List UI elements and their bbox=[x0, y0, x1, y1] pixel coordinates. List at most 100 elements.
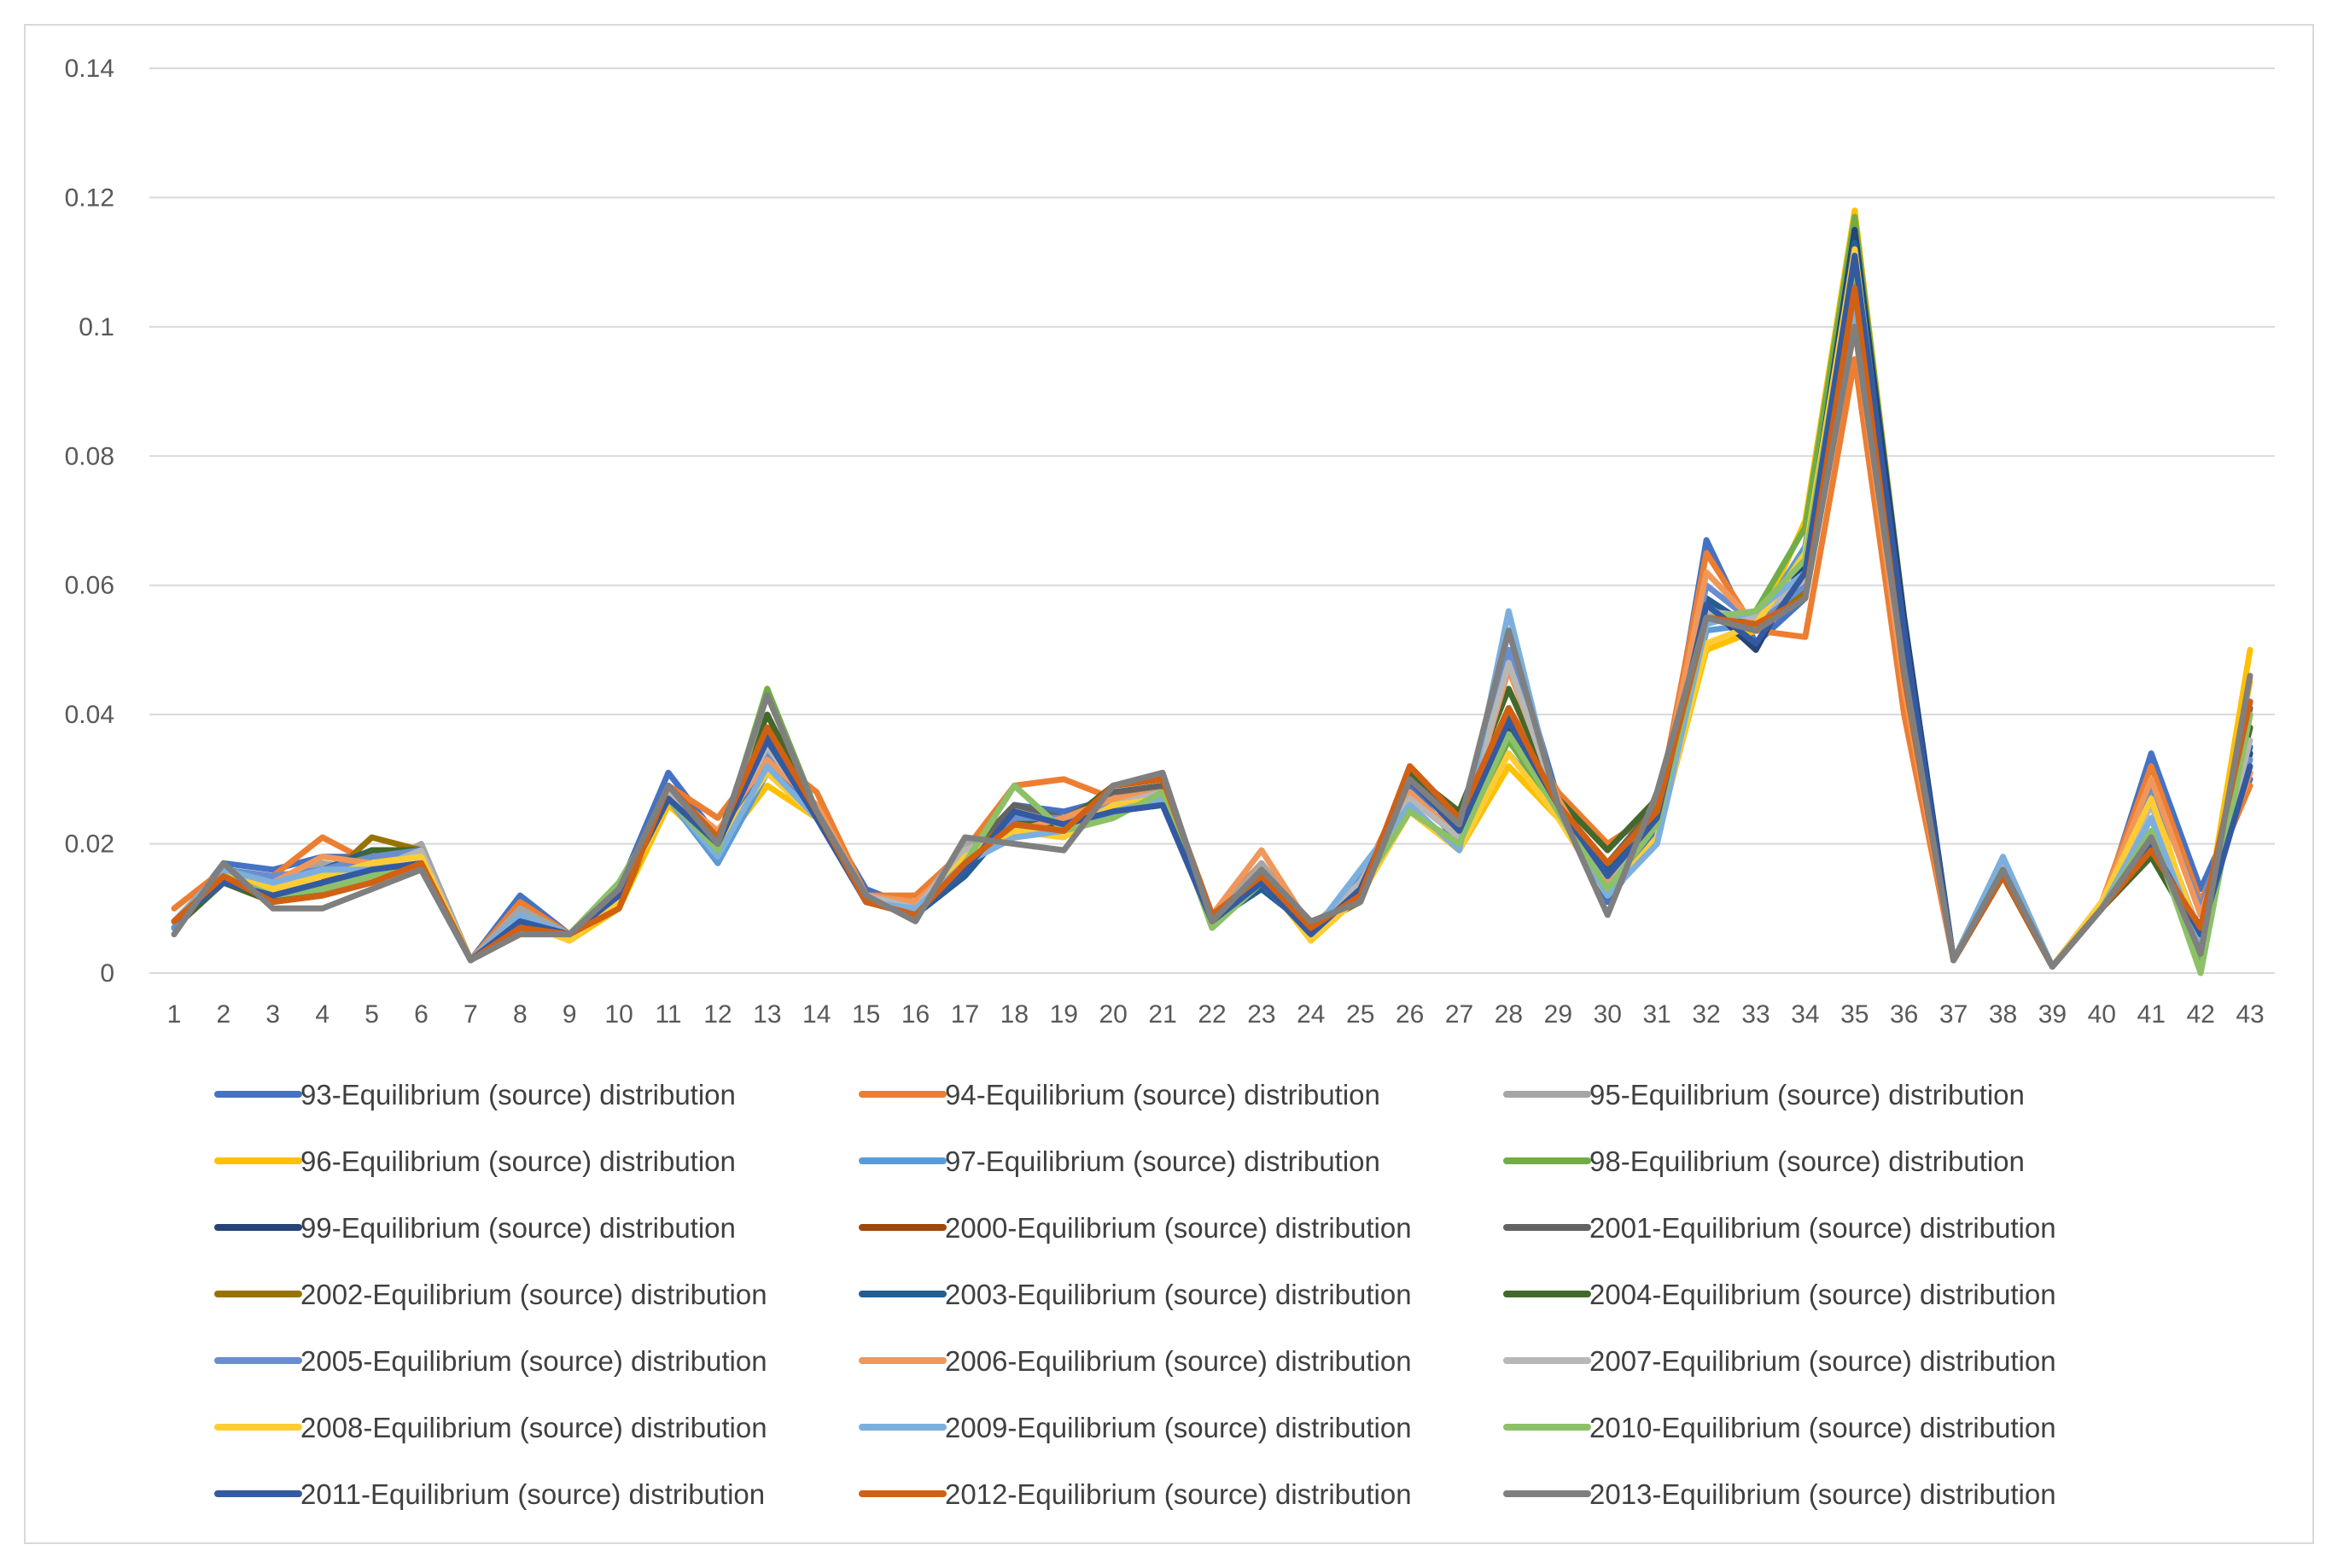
legend-label: 2008-Equilibrium (source) distribution bbox=[300, 1412, 767, 1443]
x-tick-label: 28 bbox=[1495, 1000, 1523, 1029]
legend-label: 2004-Equilibrium (source) distribution bbox=[1589, 1279, 2056, 1310]
axis-labels: 00.020.040.060.080.10.120.141 2 3 4 5 6 7 8 9 10 1… bbox=[65, 55, 2265, 1029]
x-tick-label: 36 bbox=[1890, 1000, 1918, 1029]
x-tick-label: 37 bbox=[1939, 1000, 1968, 1029]
x-tick-label: 24 bbox=[1297, 1000, 1325, 1029]
x-tick-label: 4 bbox=[315, 1000, 329, 1029]
y-tick-label: 0.02 bbox=[65, 831, 114, 859]
y-tick-label: 0.06 bbox=[65, 572, 114, 600]
legend-label: 98-Equilibrium (source) distribution bbox=[1589, 1145, 2025, 1177]
legend-label: 2009-Equilibrium (source) distribution bbox=[945, 1412, 1412, 1443]
y-tick-label: 0 bbox=[100, 959, 114, 988]
legend-entry: 2013-Equilibrium (source) distribution bbox=[1503, 1478, 2056, 1510]
legend-entry: 99-Equilibrium (source) distribution bbox=[214, 1212, 736, 1244]
x-tick-label: 42 bbox=[2186, 1000, 2214, 1029]
legend-entry: 96-Equilibrium (source) distribution bbox=[214, 1145, 736, 1177]
legend-entry: 2007-Equilibrium (source) distribution bbox=[1503, 1345, 2056, 1377]
legend-entry: 97-Equilibrium (source) distribution bbox=[859, 1145, 1380, 1177]
x-tick-label: 6 bbox=[414, 1000, 429, 1029]
x-tick-label: 20 bbox=[1099, 1000, 1127, 1029]
y-tick-label: 0.12 bbox=[65, 184, 114, 212]
line-chart: 00.020.040.060.080.10.120.141 2 3 4 5 6 7 8 9 10 1… bbox=[65, 55, 2275, 1510]
legend-label: 2000-Equilibrium (source) distribution bbox=[945, 1212, 1412, 1244]
x-tick-label: 18 bbox=[1000, 1000, 1029, 1029]
legend: 93-Equilibrium (source) distribution 94-E… bbox=[214, 1079, 2056, 1510]
x-tick-label: 17 bbox=[951, 1000, 979, 1029]
legend-entry: 2001-Equilibrium (source) distribution bbox=[1503, 1212, 2056, 1244]
legend-label: 2012-Equilibrium (source) distribution bbox=[945, 1478, 1412, 1510]
legend-entry: 2008-Equilibrium (source) distribution bbox=[214, 1412, 767, 1443]
y-tick-label: 0.1 bbox=[79, 313, 114, 341]
x-tick-label: 2 bbox=[217, 1000, 231, 1029]
x-tick-label: 14 bbox=[802, 1000, 831, 1029]
legend-label: 2002-Equilibrium (source) distribution bbox=[300, 1279, 767, 1310]
x-tick-label: 33 bbox=[1741, 1000, 1770, 1029]
legend-label: 93-Equilibrium (source) distribution bbox=[300, 1079, 736, 1110]
legend-label: 2005-Equilibrium (source) distribution bbox=[300, 1345, 767, 1377]
legend-entry: 2009-Equilibrium (source) distribution bbox=[859, 1412, 1412, 1443]
x-tick-label: 26 bbox=[1396, 1000, 1424, 1029]
y-tick-label: 0.04 bbox=[65, 701, 114, 729]
legend-label: 2003-Equilibrium (source) distribution bbox=[945, 1279, 1412, 1310]
x-tick-label: 11 bbox=[655, 1000, 681, 1029]
x-tick-label: 12 bbox=[703, 1000, 732, 1029]
series-line-21 bbox=[171, 324, 2253, 970]
x-tick-label: 16 bbox=[901, 1000, 930, 1029]
x-tick-label: 3 bbox=[265, 1000, 280, 1029]
x-tick-label: 29 bbox=[1544, 1000, 1572, 1029]
legend-entry: 2006-Equilibrium (source) distribution bbox=[859, 1345, 1412, 1377]
legend-entry: 2012-Equilibrium (source) distribution bbox=[859, 1478, 1412, 1510]
x-tick-label: 9 bbox=[563, 1000, 577, 1029]
x-tick-label: 10 bbox=[604, 1000, 633, 1029]
x-tick-label: 41 bbox=[2137, 1000, 2166, 1029]
legend-entry: 2010-Equilibrium (source) distribution bbox=[1503, 1412, 2056, 1443]
legend-entry: 2004-Equilibrium (source) distribution bbox=[1503, 1279, 2056, 1310]
series-lines bbox=[171, 207, 2253, 976]
legend-label: 97-Equilibrium (source) distribution bbox=[945, 1145, 1380, 1177]
legend-entry: 2003-Equilibrium (source) distribution bbox=[859, 1279, 1412, 1310]
legend-label: 2006-Equilibrium (source) distribution bbox=[945, 1345, 1412, 1377]
legend-entry: 94-Equilibrium (source) distribution bbox=[859, 1079, 1380, 1110]
legend-entry: 98-Equilibrium (source) distribution bbox=[1503, 1145, 2025, 1177]
x-tick-label: 8 bbox=[513, 1000, 528, 1029]
legend-entry: 2000-Equilibrium (source) distribution bbox=[859, 1212, 1412, 1244]
legend-entry: 93-Equilibrium (source) distribution bbox=[214, 1079, 736, 1110]
x-tick-label: 39 bbox=[2038, 1000, 2067, 1029]
x-tick-label: 21 bbox=[1148, 1000, 1176, 1029]
x-tick-label: 23 bbox=[1247, 1000, 1275, 1029]
x-tick-label: 7 bbox=[464, 1000, 478, 1029]
x-tick-label: 31 bbox=[1642, 1000, 1670, 1029]
legend-entry: 95-Equilibrium (source) distribution bbox=[1503, 1079, 2025, 1110]
legend-entry: 2002-Equilibrium (source) distribution bbox=[214, 1279, 767, 1310]
legend-label: 2007-Equilibrium (source) distribution bbox=[1589, 1345, 2056, 1377]
legend-label: 99-Equilibrium (source) distribution bbox=[300, 1212, 736, 1244]
x-tick-label: 13 bbox=[753, 1000, 781, 1029]
y-tick-label: 0.08 bbox=[65, 442, 114, 470]
legend-label: 2010-Equilibrium (source) distribution bbox=[1589, 1412, 2056, 1443]
x-tick-label: 40 bbox=[2088, 1000, 2116, 1029]
legend-label: 96-Equilibrium (source) distribution bbox=[300, 1145, 736, 1177]
legend-label: 95-Equilibrium (source) distribution bbox=[1589, 1079, 2025, 1110]
x-tick-label: 15 bbox=[852, 1000, 880, 1029]
gridlines bbox=[149, 67, 2275, 974]
x-tick-label: 32 bbox=[1692, 1000, 1720, 1029]
x-tick-label: 22 bbox=[1198, 1000, 1226, 1029]
x-tick-label: 27 bbox=[1445, 1000, 1473, 1029]
chart-frame: 0 0.02 0.04 0.06 0.08 0.1 0.12 0.14 1 2 3 4 5 6 7 8 9 10 1… bbox=[24, 24, 2314, 1544]
legend-label: 94-Equilibrium (source) distribution bbox=[945, 1079, 1380, 1110]
x-tick-label: 19 bbox=[1050, 1000, 1078, 1029]
x-tick-label: 34 bbox=[1791, 1000, 1819, 1029]
x-tick-label: 35 bbox=[1840, 1000, 1869, 1029]
x-tick-label: 38 bbox=[1989, 1000, 2017, 1029]
legend-entry: 2011-Equilibrium (source) distribution bbox=[214, 1478, 765, 1510]
x-tick-label: 30 bbox=[1594, 1000, 1622, 1029]
x-tick-label: 5 bbox=[364, 1000, 379, 1029]
x-tick-label: 25 bbox=[1346, 1000, 1374, 1029]
legend-entry: 2005-Equilibrium (source) distribution bbox=[214, 1345, 767, 1377]
legend-label: 2013-Equilibrium (source) distribution bbox=[1589, 1478, 2056, 1510]
x-tick-label: 1 bbox=[167, 1000, 182, 1029]
legend-label: 2011-Equilibrium (source) distribution bbox=[300, 1478, 765, 1510]
legend-label: 2001-Equilibrium (source) distribution bbox=[1589, 1212, 2056, 1244]
y-tick-label: 0.14 bbox=[65, 55, 114, 83]
x-tick-label: 43 bbox=[2236, 1000, 2264, 1029]
